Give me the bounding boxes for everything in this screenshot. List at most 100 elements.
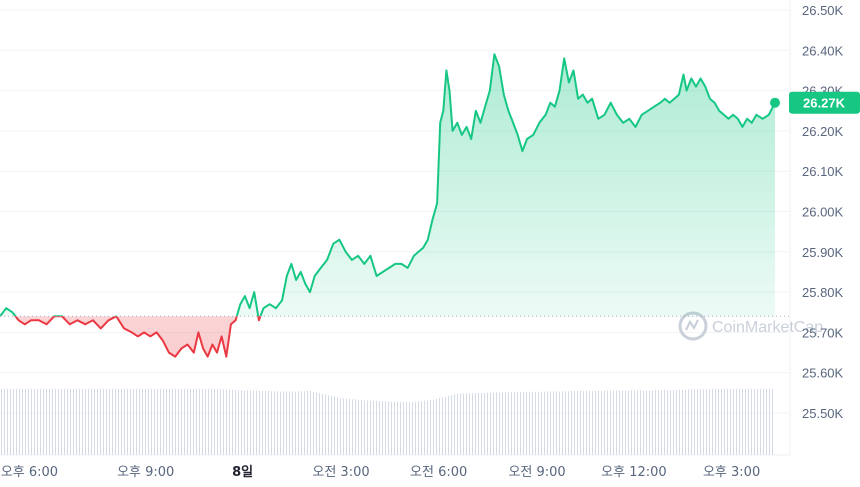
volume-bar	[535, 391, 536, 455]
volume-bar	[4, 389, 5, 455]
volume-bar	[694, 389, 695, 455]
price-area-down	[0, 316, 775, 357]
volume-bar	[184, 389, 185, 455]
volume-bar	[196, 389, 197, 455]
volume-bar	[10, 389, 11, 455]
y-tick-label: 25.80K	[802, 285, 844, 300]
y-tick-label: 25.90K	[802, 245, 844, 260]
volume-bar	[598, 390, 599, 455]
volume-bar	[421, 401, 422, 455]
volume-bar	[571, 391, 572, 455]
volume-bar	[76, 389, 77, 455]
volume-bar	[532, 391, 533, 455]
volume-bar	[703, 389, 704, 455]
current-price-label: 26.27K	[803, 96, 846, 111]
volume-bar	[394, 401, 395, 455]
volume-bar	[121, 389, 122, 455]
volume-bar	[562, 391, 563, 455]
volume-bar	[31, 389, 32, 455]
x-tick-label: 오전 6:00	[410, 465, 467, 480]
volume-bar	[247, 390, 248, 455]
volume-bar	[316, 392, 317, 455]
y-tick-label: 25.60K	[802, 366, 844, 381]
x-tick-label: 오후 12:00	[601, 465, 667, 480]
volume-bar	[265, 391, 266, 455]
volume-bar	[112, 389, 113, 455]
volume-bar	[130, 389, 131, 455]
volume-bar	[691, 389, 692, 455]
volume-bar	[754, 389, 755, 455]
volume-bar	[250, 390, 251, 455]
volume-bar	[235, 390, 236, 455]
volume-bar	[661, 390, 662, 455]
volume-bar	[472, 393, 473, 455]
volume-bar	[499, 392, 500, 455]
x-tick-label: 오후 9:00	[117, 465, 174, 480]
volume-bar	[688, 389, 689, 455]
volume-bar	[214, 389, 215, 455]
volume-bar	[586, 390, 587, 455]
volume-bar	[406, 402, 407, 455]
volume-bar	[655, 390, 656, 455]
volume-bar	[343, 398, 344, 455]
y-tick-label: 26.40K	[802, 43, 844, 58]
volume-bar	[442, 397, 443, 455]
y-tick-label: 26.00K	[802, 205, 844, 220]
volume-bar	[223, 389, 224, 455]
volume-bar	[70, 389, 71, 455]
x-tick-label: 오전 9:00	[508, 465, 565, 480]
volume-bar	[304, 391, 305, 455]
volume-bar	[91, 389, 92, 455]
volume-bar	[280, 391, 281, 455]
volume-bar	[523, 391, 524, 455]
volume-bar	[739, 389, 740, 455]
volume-bar	[457, 393, 458, 455]
volume-bar	[118, 389, 119, 455]
volume-bar	[760, 389, 761, 455]
volume-bar	[712, 389, 713, 455]
volume-bar	[682, 389, 683, 455]
volume-bar	[595, 390, 596, 455]
volume-bar	[136, 389, 137, 455]
volume-bar	[445, 396, 446, 455]
volume-bar	[706, 389, 707, 455]
volume-bar	[757, 389, 758, 455]
volume-bar	[67, 389, 68, 455]
volume-bar	[175, 389, 176, 455]
volume-bar	[19, 389, 20, 455]
volume-bar	[403, 401, 404, 455]
volume-bar	[289, 391, 290, 455]
y-tick-label: 25.70K	[802, 325, 844, 340]
volume-bar	[211, 389, 212, 455]
volume-bar	[322, 393, 323, 455]
volume-bar	[574, 391, 575, 455]
volume-bar	[640, 390, 641, 455]
watermark-text: CoinMarketCap	[712, 319, 823, 336]
price-line-up	[0, 53, 776, 317]
coinmarketcap-logo-mark	[685, 319, 699, 331]
volume-bar	[43, 389, 44, 455]
volume-bar	[277, 391, 278, 455]
volume-bar	[496, 392, 497, 455]
volume-bar	[334, 396, 335, 455]
volume-bar	[199, 389, 200, 455]
volume-bar	[451, 395, 452, 455]
volume-bar	[1, 389, 2, 455]
volume-bar	[253, 390, 254, 455]
volume-bar	[358, 399, 359, 455]
price-line-down	[0, 316, 262, 358]
volume-bar	[319, 393, 320, 455]
volume-bar	[580, 391, 581, 455]
y-axis: 26.50K26.40K26.30K26.20K26.10K26.00K25.9…	[802, 3, 844, 421]
volume-bar	[730, 389, 731, 455]
volume-bar	[355, 399, 356, 455]
current-price-dot	[770, 97, 780, 108]
volume-bar	[487, 392, 488, 455]
volume-bar	[601, 390, 602, 455]
volume-bar	[373, 400, 374, 455]
volume-bar	[187, 389, 188, 455]
volume-bar	[133, 389, 134, 455]
volume-bar	[517, 392, 518, 455]
volume-bar	[328, 395, 329, 455]
volume-bar	[94, 389, 95, 455]
